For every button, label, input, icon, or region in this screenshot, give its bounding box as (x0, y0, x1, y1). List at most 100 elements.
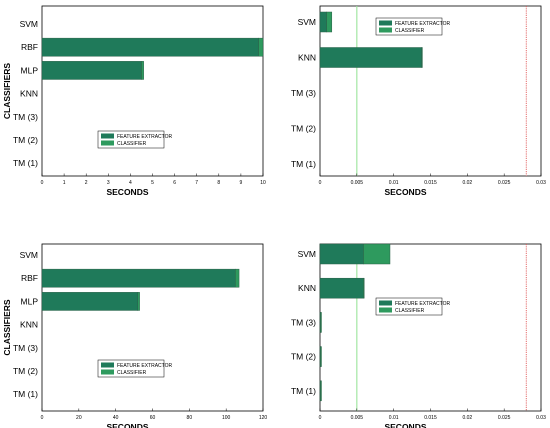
legend-frame (375, 17, 443, 36)
legend-swatch (101, 369, 114, 375)
x-axis-label: SECONDS (384, 422, 426, 428)
legend-swatch (101, 362, 114, 368)
x-tick-label: 9 (240, 180, 243, 186)
x-tick-label: 0.01 (389, 415, 399, 421)
legend-label: FEATURE EXTRACTOR (117, 363, 172, 369)
x-tick-label: 0.01 (389, 180, 399, 186)
category-label: KNN (20, 320, 38, 330)
x-tick-label: 40 (113, 415, 119, 421)
legend-label: CLASSIFIER (117, 141, 147, 147)
x-tick-label: 0 (319, 415, 322, 421)
category-label: KNN (298, 283, 316, 293)
category-label: KNN (298, 53, 316, 63)
bar-classifier (141, 61, 144, 80)
bar-feature-extractor (319, 11, 327, 33)
plot-frame (319, 243, 542, 412)
bar-classifier (421, 47, 423, 68)
category-label: SVM (298, 17, 316, 27)
category-label: RBF (21, 273, 38, 283)
x-tick-label: 0.03 (536, 415, 546, 421)
chart-panel-3: SVM RBF MLP KNN TM (3) TM (2) TM (1) 0 20 40 60 80 1… (2, 243, 268, 428)
x-tick-label: 8 (217, 180, 220, 186)
x-tick-label: 0.015 (424, 180, 437, 186)
category-label: TM (1) (291, 386, 316, 396)
category-label: TM (1) (291, 159, 316, 169)
bar-feature-extractor (41, 292, 139, 311)
legend-frame (97, 130, 165, 149)
legend-label: FEATURE EXTRACTOR (395, 301, 450, 307)
x-tick-label: 4 (129, 180, 132, 186)
x-tick-label: 0.02 (462, 415, 472, 421)
bar-classifier (320, 346, 322, 367)
x-tick-label: 2 (85, 180, 88, 186)
x-tick-label: 0.005 (351, 415, 364, 421)
x-axis-label: SECONDS (106, 422, 148, 428)
bar-feature-extractor (41, 37, 259, 57)
bar-feature-extractor (319, 47, 422, 68)
category-label: TM (2) (13, 366, 38, 376)
x-tick-label: 0 (319, 180, 322, 186)
category-label: TM (2) (291, 352, 316, 362)
x-tick-label: 0.02 (462, 180, 472, 186)
category-label: TM (3) (13, 112, 38, 122)
category-label: SVM (20, 19, 38, 29)
x-axis-label: SECONDS (384, 187, 426, 197)
bar-classifier (363, 243, 391, 265)
chart-panel-2: SVM KNN TM (3) TM (2) TM (1) 0 0.005 0.01 0.015 0… (291, 5, 546, 197)
category-label: TM (3) (291, 88, 316, 98)
bar-feature-extractor (41, 61, 142, 80)
x-tick-label: 80 (187, 415, 193, 421)
category-label: MLP (21, 65, 39, 75)
legend-label: FEATURE EXTRACTOR (395, 21, 450, 27)
x-tick-label: 120 (259, 415, 268, 421)
x-tick-label: 0.025 (498, 415, 511, 421)
bar-feature-extractor (41, 268, 236, 288)
legend-swatch (379, 307, 392, 313)
legend-swatch (379, 27, 392, 33)
legend-swatch (379, 300, 392, 306)
y-axis-label: CLASSIFIERS (2, 299, 12, 356)
category-label: TM (2) (291, 124, 316, 134)
category-label: TM (1) (13, 158, 38, 168)
category-label: TM (3) (291, 317, 316, 327)
legend-swatch (101, 140, 114, 146)
category-label: SVM (298, 249, 316, 259)
x-tick-label: 20 (76, 415, 82, 421)
x-tick-label: 10 (260, 180, 266, 186)
chart-panel-1: SVM RBF MLP KNN TM (3) TM (2) TM (1) 0 1 2 3 4 5 6 7 8 9… (2, 5, 266, 197)
category-label: TM (2) (13, 135, 38, 145)
x-tick-label: 0 (41, 180, 44, 186)
legend-label: CLASSIFIER (395, 28, 425, 34)
bar-classifier (320, 312, 322, 333)
bar-classifier (137, 292, 140, 311)
plot-frame (41, 5, 264, 177)
category-label: TM (3) (13, 343, 38, 353)
x-tick-label: 7 (195, 180, 198, 186)
x-tick-label: 0 (41, 415, 44, 421)
x-tick-label: 1 (63, 180, 66, 186)
category-label: TM (1) (13, 389, 38, 399)
category-label: SVM (20, 250, 38, 260)
category-label: KNN (20, 89, 38, 99)
bar-classifier (320, 380, 322, 402)
x-tick-label: 100 (222, 415, 231, 421)
bar-classifier (326, 11, 333, 33)
legend-label: CLASSIFIER (395, 308, 425, 314)
bar-classifier (258, 37, 264, 57)
x-tick-label: 6 (173, 180, 176, 186)
legend-label: CLASSIFIER (117, 370, 147, 376)
legend-swatch (101, 133, 114, 139)
legend-label: FEATURE EXTRACTOR (117, 134, 172, 140)
legend-frame (375, 297, 443, 316)
x-axis-label: SECONDS (106, 187, 148, 197)
x-tick-label: 0.005 (351, 180, 364, 186)
legend-frame (97, 359, 165, 378)
x-tick-label: 5 (151, 180, 154, 186)
bar-feature-extractor (319, 243, 364, 265)
x-tick-label: 3 (107, 180, 110, 186)
